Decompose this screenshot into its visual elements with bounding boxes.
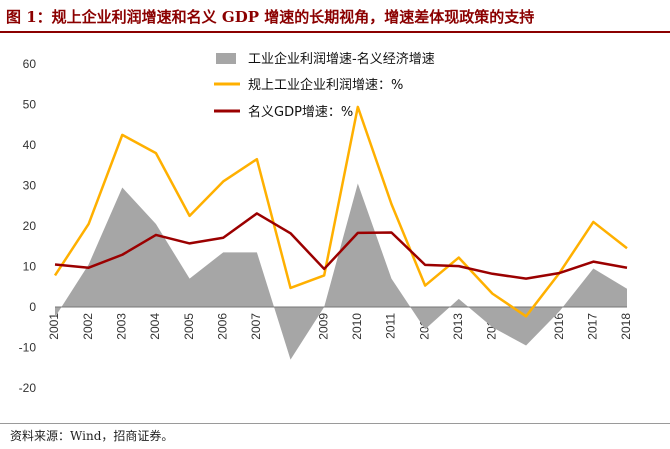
x-tick-label: 2001 (47, 313, 61, 340)
footer-divider (0, 423, 670, 424)
x-tick-label: 2007 (249, 313, 263, 340)
chart-canvas: -20 -10 0 10 20 30 40 50 60 2001 2002 2003 2004 2005… (19, 51, 634, 395)
y-tick-label: 40 (23, 138, 37, 152)
area-series-profit-minus-gdp (55, 183, 627, 360)
figure-title: 图 1：规上企业利润增速和名义 GDP 增速的长期视角，增速差体现政策的支持 (6, 8, 535, 26)
y-tick-label: 20 (23, 219, 37, 233)
line-series-nominal-gdp (54, 212, 628, 280)
y-tick-label: -10 (19, 341, 37, 355)
legend-label-gdp: 名义GDP增速：% (248, 104, 353, 120)
y-tick-label: 60 (23, 57, 37, 71)
x-tick-label: 2018 (619, 313, 633, 340)
x-tick-label: 2009 (316, 313, 330, 340)
y-tick-label: 30 (23, 179, 37, 193)
y-tick-label: -20 (19, 381, 37, 395)
x-tick-label: 2010 (350, 313, 364, 340)
legend-swatch-area (216, 53, 236, 64)
x-tick-label: 2005 (182, 313, 196, 340)
source-note: 资料来源：Wind，招商证券。 (10, 429, 174, 443)
legend-label-industrial: 规上工业企业利润增速：% (248, 77, 403, 93)
y-tick-label: 10 (23, 260, 37, 274)
legend-label-area: 工业企业利润增速-名义经济增速 (248, 51, 435, 67)
line-series-industrial-profit (53, 105, 628, 318)
x-tick-label: 2017 (586, 313, 600, 340)
y-axis-ticks: -20 -10 0 10 20 30 40 50 60 (19, 57, 37, 395)
title-divider (0, 31, 670, 33)
x-tick-label: 2002 (81, 313, 95, 340)
y-tick-label: 50 (23, 98, 37, 112)
x-tick-label: 2004 (148, 313, 162, 340)
x-tick-label: 2016 (552, 313, 566, 340)
y-tick-label: 0 (29, 300, 36, 314)
x-tick-label: 2013 (451, 313, 465, 340)
chart-legend: 工业企业利润增速-名义经济增速 规上工业企业利润增速：% 名义GDP增速：% (214, 51, 435, 120)
x-tick-label: 2006 (215, 313, 229, 340)
x-tick-label: 2003 (114, 313, 128, 340)
x-tick-label: 2011 (384, 313, 398, 339)
